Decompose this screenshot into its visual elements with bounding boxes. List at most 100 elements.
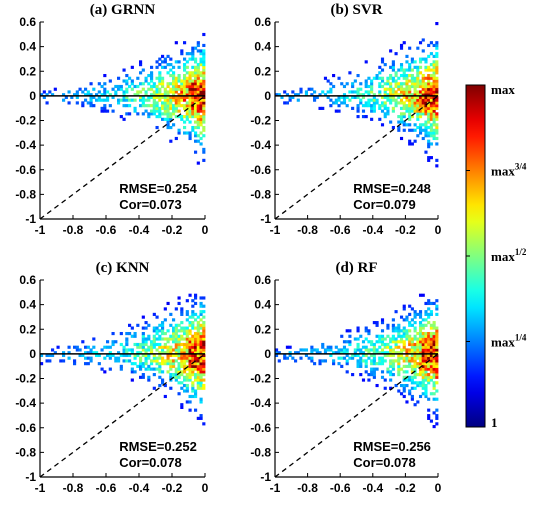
- density-cell: [103, 93, 107, 97]
- density-cell: [144, 76, 148, 80]
- density-cell: [202, 93, 206, 97]
- density-cell: [391, 359, 395, 363]
- density-cell: [405, 93, 409, 97]
- density-cell: [418, 342, 423, 347]
- density-cell: [418, 326, 423, 330]
- density-cell: [421, 392, 425, 396]
- density-cell: [399, 68, 404, 72]
- density-cell: [141, 315, 145, 319]
- density-cell: [183, 63, 187, 67]
- density-cell: [51, 93, 55, 97]
- density-cell: [410, 367, 414, 371]
- density-cell: [375, 323, 379, 327]
- density-cell: [418, 60, 423, 64]
- density-cell: [427, 353, 431, 358]
- density-cell: [122, 90, 126, 94]
- density-cell: [174, 87, 178, 91]
- density-cell: [183, 76, 187, 80]
- density-cell: [413, 351, 417, 355]
- density-cell: [202, 147, 206, 151]
- density-cell: [158, 115, 162, 119]
- density-cell: [313, 95, 317, 100]
- density-cell: [161, 356, 165, 360]
- density-cell: [199, 331, 203, 336]
- density-cell: [408, 115, 412, 119]
- density-cell: [188, 351, 192, 355]
- density-cell: [380, 329, 385, 333]
- density-cell: [372, 106, 376, 110]
- density-cell: [435, 408, 439, 412]
- density-cell: [367, 101, 371, 105]
- density-cell: [394, 98, 398, 102]
- density-cell: [147, 98, 151, 102]
- density-cell: [196, 95, 200, 100]
- density-cell: [166, 301, 170, 306]
- density-cell: [183, 362, 187, 366]
- density-cell: [202, 68, 206, 72]
- density-cell: [174, 378, 178, 382]
- density-cell: [380, 356, 385, 360]
- density-cell: [163, 362, 167, 366]
- density-cell: [424, 334, 428, 338]
- density-cell: [370, 340, 374, 344]
- density-cell: [413, 326, 417, 330]
- density-cell: [421, 101, 425, 105]
- density-cell: [180, 342, 184, 347]
- density-cell: [128, 112, 132, 116]
- density-cell: [185, 312, 189, 316]
- density-cell: [364, 345, 368, 349]
- density-cell: [166, 54, 170, 58]
- density-cell: [174, 90, 178, 94]
- density-cell: [326, 90, 330, 94]
- density-cell: [429, 117, 433, 121]
- density-cell: [424, 150, 428, 154]
- density-cell: [185, 329, 189, 333]
- density-cell: [166, 329, 170, 333]
- density-cell: [180, 117, 184, 121]
- density-cell: [97, 353, 101, 358]
- density-cell: [416, 383, 420, 388]
- density-cell: [429, 367, 433, 371]
- density-cell: [429, 131, 433, 135]
- density-cell: [310, 348, 314, 352]
- density-cell: [100, 348, 104, 352]
- density-cell: [402, 364, 406, 368]
- density-cell: [147, 82, 151, 86]
- y-tick-label: 0: [264, 89, 271, 103]
- density-cell: [424, 312, 428, 316]
- density-cell: [191, 106, 195, 110]
- density-cell: [188, 342, 192, 347]
- density-cell: [427, 397, 431, 401]
- density-cell: [432, 128, 436, 132]
- density-cell: [427, 145, 431, 149]
- density-cell: [122, 68, 126, 72]
- density-cell: [370, 348, 374, 352]
- density-cell: [416, 348, 420, 352]
- density-cell: [402, 41, 406, 45]
- density-cell: [180, 334, 184, 338]
- density-cell: [394, 52, 398, 56]
- density-cell: [299, 90, 303, 94]
- density-cell: [185, 383, 189, 388]
- density-cell: [188, 84, 192, 89]
- density-cell: [119, 367, 123, 371]
- density-cell: [174, 115, 178, 119]
- density-cell: [155, 84, 159, 89]
- density-cell: [169, 373, 173, 377]
- density-cell: [416, 117, 420, 121]
- density-cell: [158, 57, 162, 61]
- density-cell: [155, 342, 159, 347]
- density-cell: [174, 373, 178, 377]
- density-cell: [427, 84, 431, 89]
- density-cell: [119, 115, 123, 119]
- density-cell: [194, 378, 198, 382]
- density-cell: [429, 359, 433, 363]
- density-cell: [421, 364, 425, 368]
- density-cell: [294, 351, 298, 355]
- density-cell: [380, 68, 385, 72]
- density-cell: [389, 386, 393, 390]
- density-cell: [405, 73, 409, 78]
- density-cell: [169, 139, 173, 143]
- density-cell: [144, 367, 148, 371]
- density-cell: [304, 353, 308, 358]
